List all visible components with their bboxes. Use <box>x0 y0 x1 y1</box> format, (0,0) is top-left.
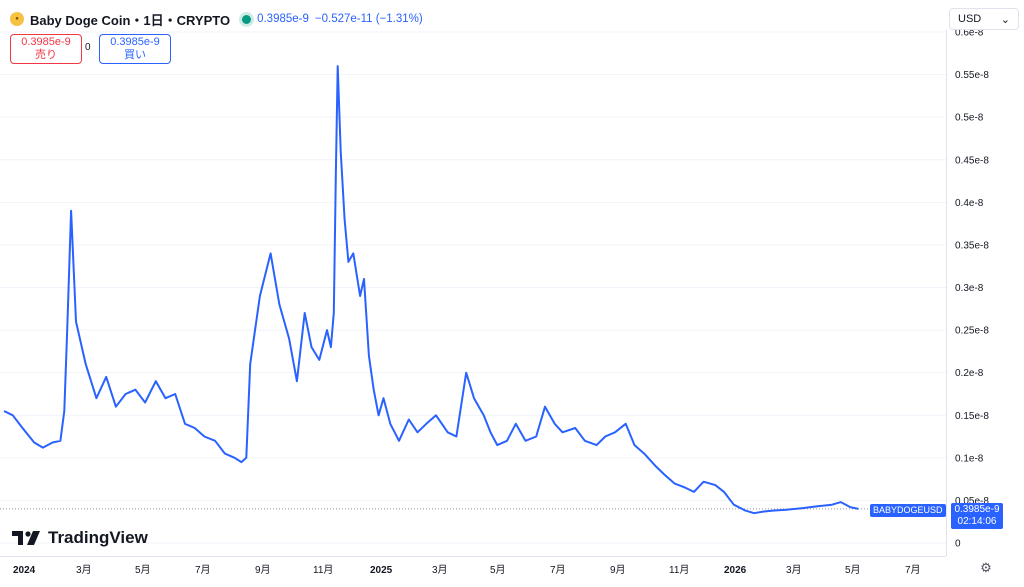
tradingview-icon <box>12 531 40 545</box>
sell-label: 売り <box>35 49 57 61</box>
price-axis: 0 0.05e-8 0.1e-8 0.15e-8 0.2e-8 0.25e-8 0.3e-8… <box>955 28 989 550</box>
x-tick-label: 2025 <box>370 565 393 576</box>
settings-icon[interactable]: ⚙ <box>980 560 992 575</box>
x-tick-label: 5月 <box>490 564 506 576</box>
buy-price: 0.3985e-9 <box>110 36 160 48</box>
currency-value: USD <box>958 13 982 25</box>
header-last-price: 0.3985e-9 <box>257 13 309 25</box>
sell-price: 0.3985e-9 <box>21 36 71 48</box>
currency-select[interactable]: USD ⌄ <box>949 8 1019 30</box>
x-tick-label: 3月 <box>786 564 802 576</box>
y-tick-label: 0.3e-8 <box>955 283 984 294</box>
buy-label: 買い <box>124 49 146 61</box>
y-tick-label: 0.05e-8 <box>955 496 989 507</box>
x-tick-label: 7月 <box>195 564 211 576</box>
symbol-price-label: BABYDOGEUSD <box>870 504 946 517</box>
x-tick-label: 5月 <box>135 564 151 576</box>
bar-countdown: 02:14:06 <box>957 516 997 527</box>
sell-button[interactable]: 0.3985e-9 売り <box>10 34 82 64</box>
spread-value: 0 <box>85 42 91 53</box>
x-tick-label: 11月 <box>313 564 333 576</box>
x-tick-label: 9月 <box>610 564 626 576</box>
x-tick-label: 2026 <box>724 565 747 576</box>
symbol-title[interactable]: Baby Doge Coin・1日・CRYPTO <box>30 12 231 28</box>
tradingview-logo[interactable]: TradingView <box>12 528 148 548</box>
x-tick-label: 7月 <box>550 564 566 576</box>
y-tick-label: 0.1e-8 <box>955 453 984 464</box>
grid-lines <box>0 31 946 544</box>
y-tick-label: 0.35e-8 <box>955 240 989 251</box>
last-price-label: 0.3985e-9 02:14:06 <box>951 503 1003 529</box>
y-tick-label: 0.5e-8 <box>955 113 984 124</box>
y-tick-label: 0.2e-8 <box>955 368 984 379</box>
time-axis: 2024 3月 5月 7月 9月 11月 2025 3月 5月 7月 9月 11月 2026 3月 5月 7月 <box>13 564 921 576</box>
buy-button[interactable]: 0.3985e-9 買い <box>99 34 171 64</box>
x-tick-label: 3月 <box>432 564 448 576</box>
baby-doge-coin-icon: ● <box>10 12 24 26</box>
y-tick-label: 0.15e-8 <box>955 411 989 422</box>
header-price-change: −0.527e-11 (−1.31%) <box>314 13 423 25</box>
y-tick-label: 0.6e-8 <box>955 28 984 39</box>
x-tick-label: 9月 <box>255 564 271 576</box>
x-tick-label: 11月 <box>669 564 689 576</box>
market-open-icon <box>242 14 252 24</box>
last-price-value: 0.3985e-9 <box>954 504 1000 515</box>
chevron-down-icon: ⌄ <box>1000 13 1010 26</box>
price-series-line <box>3 65 859 515</box>
y-tick-label: 0 <box>955 539 961 550</box>
logo-text: TradingView <box>48 528 148 547</box>
y-tick-label: 0.45e-8 <box>955 155 989 166</box>
x-tick-label: 2024 <box>13 565 36 576</box>
symbol-header: ● Baby Doge Coin・1日・CRYPTO 0.3985e-9 −0.… <box>10 9 423 29</box>
y-tick-label: 0.4e-8 <box>955 198 984 209</box>
x-tick-label: 5月 <box>845 564 861 576</box>
x-tick-label: 7月 <box>905 564 921 576</box>
y-tick-label: 0.25e-8 <box>955 326 989 337</box>
x-tick-label: 3月 <box>76 564 92 576</box>
y-tick-label: 0.55e-8 <box>955 70 989 81</box>
